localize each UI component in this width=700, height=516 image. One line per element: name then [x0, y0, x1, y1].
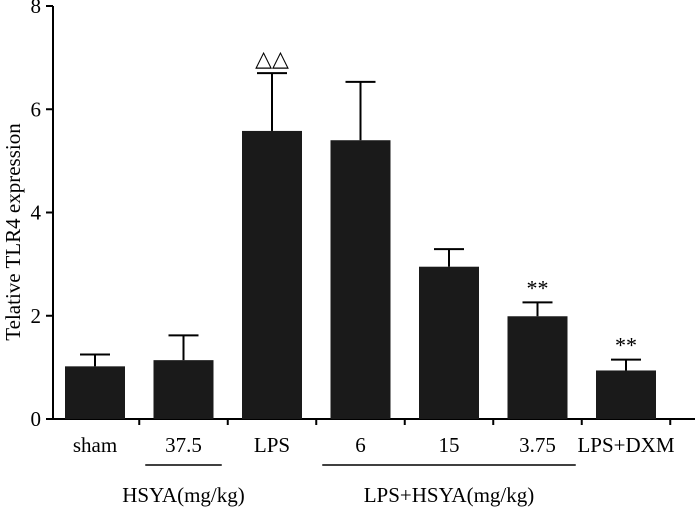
y-tick-label: 0 — [31, 407, 42, 431]
x-tick-label: 15 — [439, 433, 460, 457]
x-tick-label: 6 — [355, 433, 366, 457]
labels: sham 37.5 △△ LPS 6 15 ** 3.75 ** LPS+DXM HSYA(mg/k… — [73, 46, 675, 507]
bar — [419, 266, 479, 419]
group-label: LPS+HSYA(mg/kg) — [364, 483, 535, 507]
group-label: HSYA(mg/kg) — [122, 483, 245, 507]
y-tick-label: 6 — [31, 97, 42, 121]
bar — [596, 370, 656, 419]
bar — [242, 130, 302, 419]
x-tick-label: 37.5 — [165, 433, 202, 457]
y-tick-label: 4 — [31, 201, 42, 225]
bar — [65, 366, 125, 419]
bar — [330, 140, 391, 419]
bars — [65, 72, 656, 419]
x-tick-label: LPS+DXM — [577, 433, 674, 457]
x-tick-label: LPS — [254, 433, 290, 457]
significance-marker: ** — [615, 333, 637, 358]
bar — [507, 316, 568, 419]
y-axis-label: Telative TLR4 expression — [1, 123, 25, 341]
significance-marker: ** — [527, 275, 549, 300]
significance-marker: △△ — [255, 46, 289, 71]
x-tick-label: sham — [73, 433, 117, 457]
y-tick-label: 8 — [31, 0, 42, 18]
bar — [153, 360, 214, 419]
y-tick-label: 2 — [31, 304, 42, 328]
x-tick-label: 3.75 — [519, 433, 556, 457]
